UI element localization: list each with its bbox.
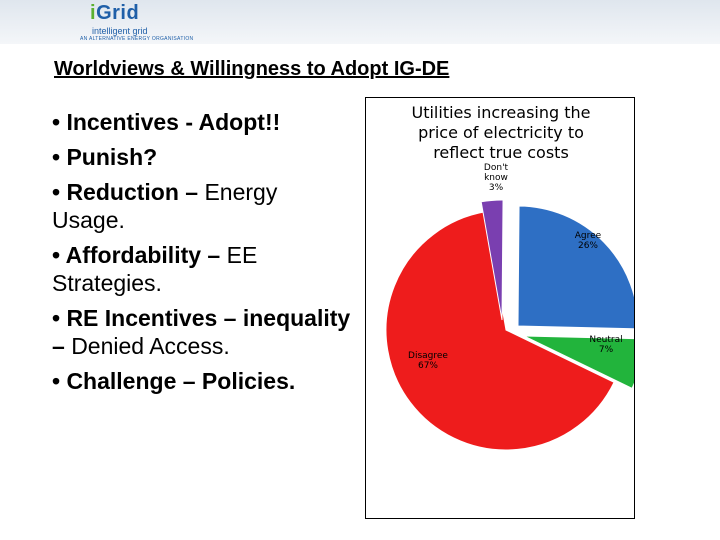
bullet-item: • Punish? (52, 143, 352, 171)
header-band (0, 0, 720, 44)
pie-slice-disagree (385, 211, 615, 451)
logo-brand: iGrid (90, 2, 139, 25)
bullet-item: • Incentives - Adopt!! (52, 108, 352, 136)
bullet-list: • Incentives - Adopt!! • Punish? • Reduc… (52, 108, 352, 402)
bullet-strong: • Incentives - Adopt!! (52, 109, 281, 135)
bullet-strong: • Punish? (52, 144, 158, 170)
logo-brand-rest: Grid (96, 2, 140, 24)
pie-slice-don-t-know (480, 199, 504, 321)
pie-slice-neutral (523, 335, 634, 389)
igrid-logo: iGrid intelligent grid AN ALTERNATIVE EN… (80, 2, 194, 42)
bullet-strong: • Affordability – (52, 242, 227, 268)
bullet-rest: Energy Usage. (52, 179, 278, 233)
bullet-rest: EE Strategies. (52, 242, 258, 296)
pie-chart: Utilities increasing the price of electri… (385, 103, 634, 451)
bullet-strong: • RE Incentives – inequality – (52, 305, 351, 359)
bullet-item: • Reduction – Energy Usage. (52, 178, 352, 234)
logo-brand-i: i (90, 2, 97, 24)
bullet-item: • RE Incentives – inequality – Denied Ac… (52, 304, 352, 360)
bullet-strong: • Challenge – Policies. (52, 368, 296, 394)
pie-slice-agree (517, 205, 634, 330)
slide-title: Worldviews & Willingness to Adopt IG-DE (54, 58, 450, 80)
bullet-item: • Challenge – Policies. (52, 367, 352, 395)
slice-label-don-t-know: Don't know 3% (484, 163, 509, 193)
slice-label-agree: Agree 26% (575, 231, 602, 251)
bullet-item: • Affordability – EE Strategies. (52, 241, 352, 297)
logo-tagline: AN ALTERNATIVE ENERGY ORGANISATION (80, 36, 194, 42)
slice-label-neutral: Neutral 7% (589, 335, 622, 355)
pie-chart-frame: Utilities increasing the price of electri… (365, 97, 635, 519)
bullet-strong: • Reduction – (52, 179, 205, 205)
slice-label-disagree: Disagree 67% (408, 351, 448, 371)
bullet-rest: Denied Access. (71, 333, 230, 359)
chart-title: Utilities increasing the price of electri… (412, 103, 591, 162)
logo-subtitle: intelligent grid (92, 26, 148, 36)
